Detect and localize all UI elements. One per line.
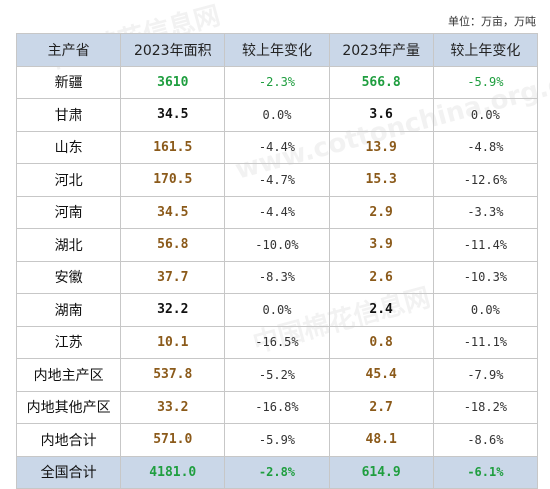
- province-cell: 全国合计: [15, 455, 122, 489]
- production-cell: 3.9: [328, 228, 434, 262]
- area-change-cell: 0.0%: [224, 293, 330, 327]
- area-change-cell: -4.4%: [224, 130, 330, 164]
- area-cell: 10.1: [120, 325, 226, 359]
- header-province: 主产省: [15, 33, 122, 67]
- production-change-cell: 0.0%: [432, 98, 539, 132]
- area-cell: 4181.0: [120, 455, 226, 489]
- province-cell: 河北: [15, 163, 122, 197]
- production-cell: 566.8: [328, 65, 434, 99]
- table-total-row: 全国合计 4181.0 -2.8% 614.9 -6.1%: [15, 455, 539, 489]
- area-change-cell: -2.3%: [224, 65, 330, 99]
- area-cell: 32.2: [120, 293, 226, 327]
- header-production-change: 较上年变化: [432, 33, 539, 67]
- area-change-cell: -10.0%: [224, 228, 330, 262]
- production-change-cell: -4.8%: [432, 130, 539, 164]
- province-cell: 河南: [15, 195, 122, 229]
- unit-label: 单位：万亩，万吨: [448, 15, 536, 28]
- production-change-cell: -7.9%: [432, 358, 539, 392]
- table-row: 甘肃 34.5 0.0% 3.6 0.0%: [15, 98, 539, 132]
- production-cell: 0.8: [328, 325, 434, 359]
- province-cell: 山东: [15, 130, 122, 164]
- province-cell: 湖北: [15, 228, 122, 262]
- area-change-cell: -4.4%: [224, 195, 330, 229]
- table-row: 河北 170.5 -4.7% 15.3 -12.6%: [15, 163, 539, 197]
- production-change-cell: -12.6%: [432, 163, 539, 197]
- area-change-cell: -16.5%: [224, 325, 330, 359]
- production-cell: 45.4: [328, 358, 434, 392]
- province-cell: 湖南: [15, 293, 122, 327]
- production-cell: 2.7: [328, 390, 434, 424]
- production-change-cell: -5.9%: [432, 65, 539, 99]
- area-change-cell: -5.2%: [224, 358, 330, 392]
- area-change-cell: -4.7%: [224, 163, 330, 197]
- province-cell: 江苏: [15, 325, 122, 359]
- production-change-cell: -6.1%: [432, 455, 539, 489]
- table-row: 安徽 37.7 -8.3% 2.6 -10.3%: [15, 260, 539, 294]
- table-row: 内地其他产区 33.2 -16.8% 2.7 -18.2%: [15, 390, 539, 424]
- production-change-cell: -10.3%: [432, 260, 539, 294]
- production-change-cell: -11.1%: [432, 325, 539, 359]
- province-cell: 内地其他产区: [15, 390, 122, 424]
- production-change-cell: -3.3%: [432, 195, 539, 229]
- area-change-cell: 0.0%: [224, 98, 330, 132]
- production-cell: 3.6: [328, 98, 434, 132]
- area-change-cell: -16.8%: [224, 390, 330, 424]
- table-row: 内地主产区 537.8 -5.2% 45.4 -7.9%: [15, 358, 539, 392]
- area-cell: 37.7: [120, 260, 226, 294]
- production-change-cell: 0.0%: [432, 293, 539, 327]
- province-cell: 内地合计: [15, 423, 122, 457]
- header-production-2023: 2023年产量: [328, 33, 434, 67]
- production-cell: 2.9: [328, 195, 434, 229]
- production-change-cell: -8.6%: [432, 423, 539, 457]
- table-header-row: 主产省 2023年面积 较上年变化 2023年产量 较上年变化: [15, 33, 539, 67]
- production-change-cell: -18.2%: [432, 390, 539, 424]
- area-cell: 3610: [120, 65, 226, 99]
- province-cell: 安徽: [15, 260, 122, 294]
- area-change-cell: -8.3%: [224, 260, 330, 294]
- table-row: 河南 34.5 -4.4% 2.9 -3.3%: [15, 195, 539, 229]
- production-cell: 2.4: [328, 293, 434, 327]
- area-cell: 34.5: [120, 195, 226, 229]
- area-change-cell: -2.8%: [224, 455, 330, 489]
- area-cell: 56.8: [120, 228, 226, 262]
- table-row: 江苏 10.1 -16.5% 0.8 -11.1%: [15, 325, 539, 359]
- production-cell: 2.6: [328, 260, 434, 294]
- header-area-2023: 2023年面积: [120, 33, 226, 67]
- area-cell: 161.5: [120, 130, 226, 164]
- cotton-area-production-table: 主产省 2023年面积 较上年变化 2023年产量 较上年变化 新疆 3610 …: [15, 33, 539, 489]
- table-row: 湖北 56.8 -10.0% 3.9 -11.4%: [15, 228, 539, 262]
- production-cell: 15.3: [328, 163, 434, 197]
- table-row: 山东 161.5 -4.4% 13.9 -4.8%: [15, 130, 539, 164]
- area-cell: 170.5: [120, 163, 226, 197]
- province-cell: 新疆: [15, 65, 122, 99]
- province-cell: 内地主产区: [15, 358, 122, 392]
- area-cell: 34.5: [120, 98, 226, 132]
- production-cell: 48.1: [328, 423, 434, 457]
- header-area-change: 较上年变化: [224, 33, 330, 67]
- table-row: 新疆 3610 -2.3% 566.8 -5.9%: [15, 65, 539, 99]
- table-row: 湖南 32.2 0.0% 2.4 0.0%: [15, 293, 539, 327]
- table-row: 内地合计 571.0 -5.9% 48.1 -8.6%: [15, 423, 539, 457]
- production-change-cell: -11.4%: [432, 228, 539, 262]
- area-cell: 571.0: [120, 423, 226, 457]
- area-cell: 33.2: [120, 390, 226, 424]
- production-cell: 13.9: [328, 130, 434, 164]
- province-cell: 甘肃: [15, 98, 122, 132]
- area-change-cell: -5.9%: [224, 423, 330, 457]
- area-cell: 537.8: [120, 358, 226, 392]
- production-cell: 614.9: [328, 455, 434, 489]
